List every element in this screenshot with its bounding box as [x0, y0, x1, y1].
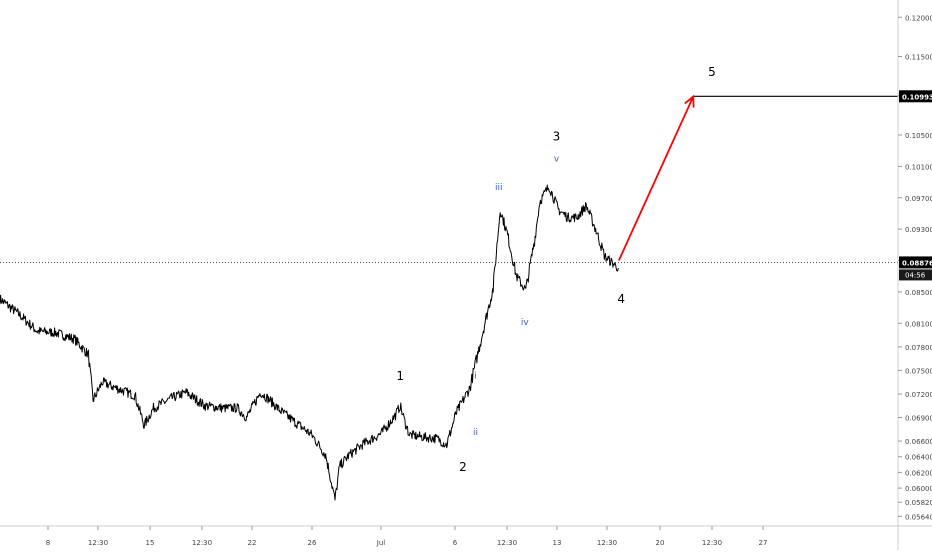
wave-label: 3: [553, 129, 561, 143]
wave-label: 2: [459, 460, 467, 474]
x-tick-label: 12:30: [192, 539, 212, 547]
y-tick-label: 0.05820: [905, 499, 932, 507]
current-price-label-bg: [899, 256, 932, 269]
wave-label: 4: [617, 292, 625, 306]
wave-label: 5: [708, 65, 716, 79]
projection-arrow-head: [684, 94, 695, 108]
price-series-line: [0, 184, 619, 501]
x-tick-label: 26: [308, 539, 317, 547]
x-tick-label: 22: [248, 539, 257, 547]
x-tick-label: 6: [453, 539, 458, 547]
target-price-label-bg: [899, 90, 932, 103]
y-tick-label: 0.06000: [905, 485, 932, 493]
wave-label: ii: [473, 428, 478, 438]
y-tick-label: 0.08500: [905, 289, 932, 297]
wave-label: 1: [396, 369, 404, 383]
y-tick-label: 0.07500: [905, 367, 932, 375]
y-tick-label: 0.08100: [905, 320, 932, 328]
x-tick-label: 12:30: [88, 539, 108, 547]
x-axis: 8 12:30 15 12:30 22 26 Jul 6 12:30 13 12:30 20 12:30…: [0, 525, 932, 547]
x-tick-label: 8: [46, 539, 50, 547]
wave-label: v: [554, 155, 560, 165]
wave-label: i: [474, 371, 477, 381]
y-tick-label: 0.10500: [905, 132, 932, 140]
current-price-label: 0.08876: [902, 259, 932, 267]
y-tick-label: 0.09700: [905, 195, 932, 203]
x-tick-label: 27: [759, 539, 768, 547]
y-tick-label: 0.09300: [905, 226, 932, 234]
y-tick-label: 0.06600: [905, 438, 932, 446]
y-tick-label: 0.07200: [905, 391, 932, 399]
y-tick-label: 0.11500: [905, 54, 932, 62]
y-tick-label: 0.10100: [905, 163, 932, 171]
x-tick-label: 20: [656, 539, 665, 547]
y-axis: 0.120000.115000.110000.105000.101000.097…: [897, 0, 932, 550]
wave-label: iii: [495, 183, 503, 193]
x-tick-label: 12:30: [497, 539, 517, 547]
projection-arrow-line: [618, 96, 695, 261]
y-tick-label: 0.06200: [905, 469, 932, 477]
countdown-label: 04:56: [905, 271, 926, 279]
x-tick-label: 15: [146, 539, 155, 547]
x-tick-label: 13: [553, 539, 562, 547]
x-tick-label: 12:30: [702, 539, 722, 547]
plot-area: [0, 94, 898, 501]
y-tick-label: 0.07800: [905, 344, 932, 352]
y-tick-label: 0.12000: [905, 14, 932, 22]
x-tick-label: Jul: [376, 539, 386, 547]
x-tick-label: 12:30: [597, 539, 617, 547]
y-tick-label: 0.05640: [905, 513, 932, 521]
y-tick-label: 0.06400: [905, 454, 932, 462]
wave-label: iv: [521, 318, 530, 328]
countdown-bg: [899, 269, 932, 281]
target-price-label: 0.10993: [902, 93, 932, 101]
y-tick-label: 0.06900: [905, 414, 932, 422]
